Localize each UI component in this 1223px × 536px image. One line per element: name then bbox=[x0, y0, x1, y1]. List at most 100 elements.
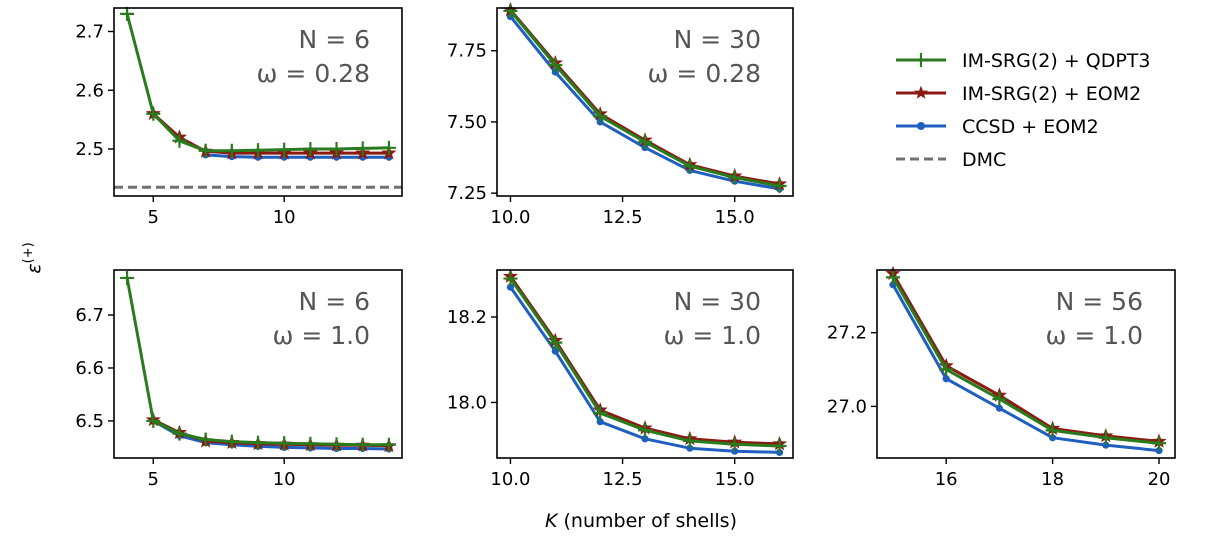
point-bottom-middle-0-2 bbox=[593, 406, 608, 421]
y-tick-label-bottom-left-6-5: 6.5 bbox=[75, 411, 104, 432]
y-axis-label-sup: (+) bbox=[21, 242, 36, 263]
point-bottom-middle-2-2 bbox=[596, 418, 604, 426]
point-top-left-0-6 bbox=[277, 142, 292, 157]
point-bottom-middle-0-3 bbox=[638, 423, 652, 438]
x-tick-label-bottom-right-16: 16 bbox=[935, 469, 958, 490]
point-top-left-0-3 bbox=[198, 143, 213, 158]
x-tick-label-bottom-left-5: 5 bbox=[148, 469, 159, 490]
panel-annotation-omega-top-middle: ω = 0.28 bbox=[648, 59, 761, 88]
point-bottom-left-0-9 bbox=[355, 437, 370, 452]
point-top-left-0-5 bbox=[251, 143, 265, 158]
y-tick-label-bottom-middle-18: 18.0 bbox=[447, 392, 487, 413]
panel-top-left: 5 10 2.5 2.6 2.7 N = 6 ω = 0.28 bbox=[75, 6, 403, 228]
y-tick-label-bottom-left-6-7: 6.7 bbox=[75, 305, 104, 326]
y-tick-label-bottom-middle-18-2: 18.2 bbox=[447, 307, 487, 328]
panel-annotation-n-top-left: N = 6 bbox=[299, 25, 370, 54]
point-bottom-right-2-4 bbox=[1102, 441, 1110, 449]
y-tick-label-bottom-right-27: 27.0 bbox=[827, 396, 867, 417]
y-tick-label-top-middle-7-5: 7.50 bbox=[447, 112, 487, 133]
point-top-middle-0-1 bbox=[548, 57, 563, 72]
point-bottom-right-0-3 bbox=[1045, 423, 1060, 438]
x-tick-label-bottom-middle-12-5: 12.5 bbox=[603, 469, 643, 490]
point-bottom-middle-0-0 bbox=[503, 271, 518, 286]
x-axis-label-rest: (number of shells) bbox=[557, 510, 737, 532]
x-tick-label-bottom-middle-10: 10.0 bbox=[490, 469, 530, 490]
y-tick-label-top-middle-7-25: 7.25 bbox=[447, 183, 487, 204]
point-top-middle-0-2 bbox=[593, 109, 608, 124]
point-bottom-middle-0-5 bbox=[727, 437, 742, 452]
legend-label-eom2: IM-SRG(2) + EOM2 bbox=[962, 83, 1141, 105]
y-axis-label: ε(+) bbox=[21, 242, 45, 273]
panel-annotation-n-bottom-middle: N = 30 bbox=[674, 287, 761, 316]
y-tick-label-bottom-left-6-6: 6.6 bbox=[75, 358, 104, 379]
x-axis-label-var: K bbox=[545, 510, 559, 532]
x-tick-label-top-left-5: 5 bbox=[148, 207, 159, 228]
series-line-bottom-right-2 bbox=[891, 283, 1160, 453]
x-tick-label-bottom-left-10: 10 bbox=[273, 469, 296, 490]
point-bottom-right-2-2 bbox=[995, 404, 1003, 412]
point-bottom-left-0-8 bbox=[329, 437, 344, 452]
series-line-bottom-left-2 bbox=[152, 419, 389, 451]
point-bottom-middle-0-1 bbox=[548, 335, 563, 350]
point-top-left-0-8 bbox=[329, 142, 344, 156]
legend-label-ccsd: CCSD + EOM2 bbox=[962, 116, 1099, 138]
y-tick-label-top-middle-7-75: 7.75 bbox=[447, 41, 487, 62]
point-bottom-left-0-4 bbox=[224, 434, 239, 449]
y-axis-label-sym: ε bbox=[23, 263, 45, 273]
x-tick-label-top-middle-12-5: 12.5 bbox=[603, 207, 643, 228]
point-bottom-middle-2-3 bbox=[641, 435, 649, 443]
point-bottom-right-0-5 bbox=[1152, 436, 1167, 451]
point-bottom-right-2-3 bbox=[1049, 434, 1057, 442]
point-top-middle-0-0 bbox=[503, 3, 518, 18]
point-bottom-right-0-0 bbox=[885, 270, 900, 285]
legend-marker-eom2 bbox=[913, 85, 929, 99]
point-bottom-left-0-10 bbox=[381, 437, 396, 452]
axes-frame-bottom-middle bbox=[496, 269, 794, 459]
point-top-middle-0-3 bbox=[638, 134, 652, 149]
axes-frame-top-left bbox=[113, 7, 403, 197]
panel-bottom-right: 16 18 20 27.0 27.2 N = 56 ω = 1.0 bbox=[827, 265, 1176, 490]
point-bottom-middle-2-0 bbox=[506, 283, 515, 291]
panel-annotation-n-bottom-left: N = 6 bbox=[299, 287, 370, 316]
y-tick-label-top-left-2-5: 2.5 bbox=[75, 139, 104, 160]
y-tick-label-bottom-right-27-2: 27.2 bbox=[827, 323, 867, 344]
legend-label-qdpt3: IM-SRG(2) + QDPT3 bbox=[962, 50, 1151, 72]
point-top-left-0-10 bbox=[381, 140, 396, 155]
point-bottom-middle-2-1 bbox=[551, 347, 559, 355]
legend-label-dmc: DMC bbox=[962, 149, 1006, 171]
axes-frame-bottom-right bbox=[876, 269, 1176, 459]
point-bottom-right-2-1 bbox=[942, 375, 950, 383]
point-top-left-0-9 bbox=[355, 141, 370, 156]
point-top-left-0-0 bbox=[120, 6, 135, 21]
point-top-middle-0-4 bbox=[682, 159, 697, 174]
point-bottom-right-0-4 bbox=[1098, 430, 1113, 445]
point-bottom-left-0-2 bbox=[172, 426, 187, 441]
point-top-middle-0-6 bbox=[772, 179, 787, 194]
series-line-bottom-right-1 bbox=[891, 272, 1160, 443]
legend-marker-ccsd bbox=[917, 122, 925, 130]
axes-frame-bottom-left bbox=[113, 269, 403, 459]
panel-annotation-n-bottom-right: N = 56 bbox=[1056, 287, 1143, 316]
point-bottom-left-0-0 bbox=[120, 270, 135, 285]
point-bottom-left-0-1 bbox=[146, 413, 161, 428]
panel-annotation-omega-top-left: ω = 0.28 bbox=[257, 59, 370, 88]
point-bottom-left-0-6 bbox=[277, 436, 292, 451]
axes-frame-top-middle bbox=[496, 7, 794, 197]
point-bottom-left-0-3 bbox=[198, 432, 213, 447]
point-bottom-middle-0-4 bbox=[682, 433, 697, 448]
x-tick-label-bottom-middle-15: 15.0 bbox=[715, 469, 755, 490]
series-line-top-left-2 bbox=[205, 153, 389, 159]
panel-bottom-middle: 10.0 12.5 15.0 18.0 18.2 N = 30 ω = 1.0 bbox=[447, 268, 794, 490]
panel-annotation-omega-bottom-right: ω = 1.0 bbox=[1045, 321, 1143, 350]
y-tick-label-top-left-2-7: 2.7 bbox=[75, 22, 104, 43]
x-tick-label-top-middle-15: 15.0 bbox=[715, 207, 755, 228]
x-tick-label-top-left-10: 10 bbox=[273, 207, 296, 228]
y-tick-label-top-left-2-6: 2.6 bbox=[75, 80, 104, 101]
panel-top-middle: 10.0 12.5 15.0 7.25 7.50 7.75 N = 30 ω = 0.28 bbox=[447, 2, 794, 228]
point-top-left-0-4 bbox=[224, 143, 239, 158]
point-bottom-right-0-2 bbox=[992, 392, 1007, 407]
series-line-bottom-right-0 bbox=[891, 276, 1160, 445]
point-top-middle-0-5 bbox=[727, 170, 742, 185]
point-bottom-middle-2-4 bbox=[686, 444, 694, 452]
panel-bottom-left: 5 10 6.5 6.6 6.7 N = 6 ω = 1.0 bbox=[75, 269, 403, 490]
